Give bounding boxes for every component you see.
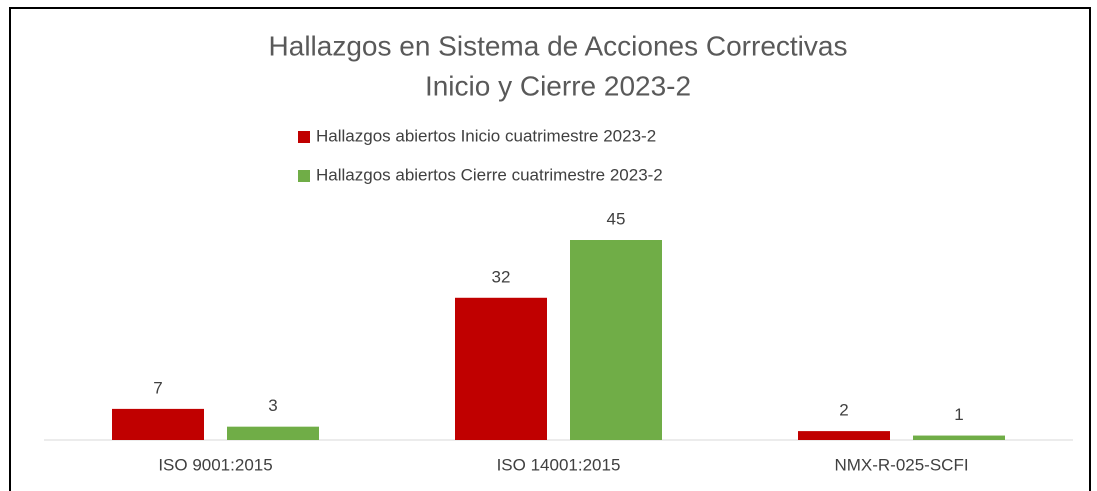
data-label: 32 [492,267,511,286]
bar [913,435,1005,440]
bar [798,431,890,440]
legend-label: Hallazgos abiertos Cierre cuatrimestre 2… [316,165,663,184]
data-label: 7 [153,378,162,397]
data-label: 2 [839,401,848,420]
x-tick-label: ISO 9001:2015 [158,455,272,474]
chart-title: Hallazgos en Sistema de Acciones Correct… [269,30,848,61]
bar [227,426,319,440]
x-tick-label: NMX-R-025-SCFI [834,455,968,474]
bar [455,297,547,440]
data-label: 1 [954,405,963,424]
chart-subtitle: Inicio y Cierre 2023-2 [425,70,691,101]
legend-swatch [298,170,310,182]
x-tick-label: ISO 14001:2015 [497,455,621,474]
bar [112,408,204,440]
legend-label: Hallazgos abiertos Inicio cuatrimestre 2… [316,126,656,145]
legend-swatch [298,131,310,143]
data-label: 3 [268,396,277,415]
bar [570,240,662,440]
data-label: 45 [607,209,626,228]
